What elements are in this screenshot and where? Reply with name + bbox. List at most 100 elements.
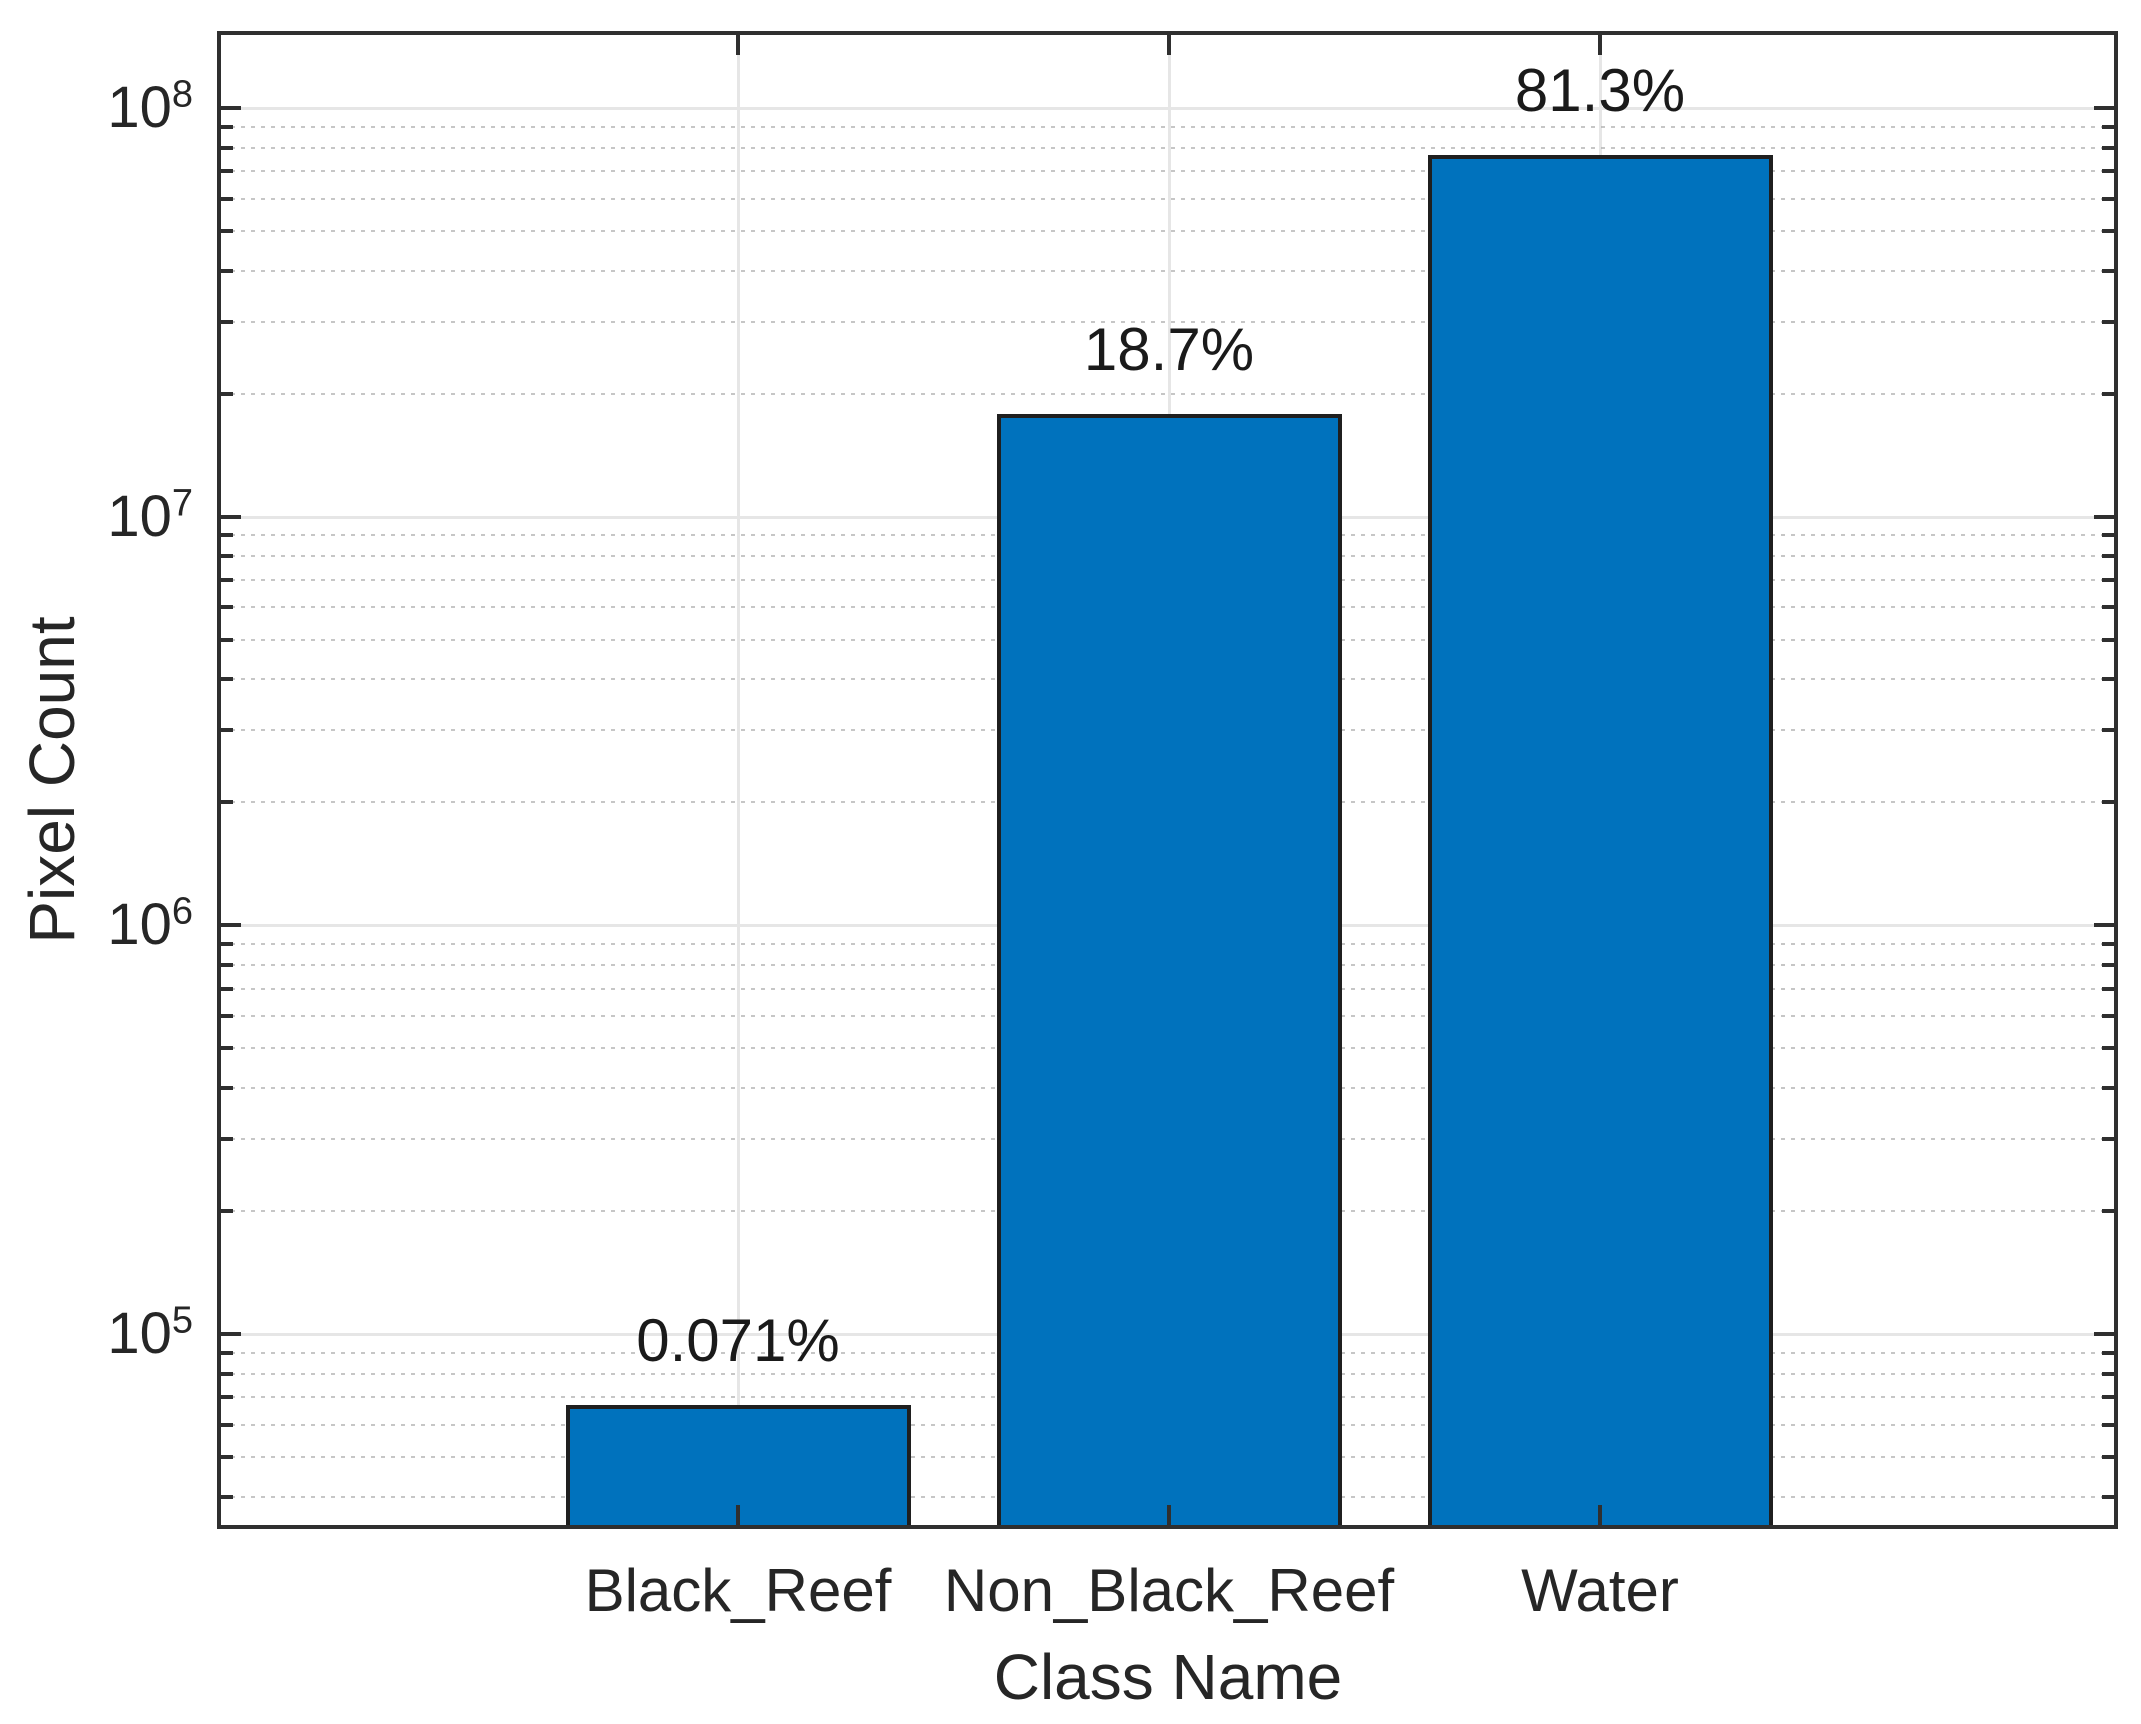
- y-minor-gridline: [221, 392, 2114, 395]
- y-minor-tick-mark: [2102, 1371, 2114, 1376]
- y-minor-gridline: [221, 170, 2114, 173]
- y-tick-label: 107: [107, 482, 193, 549]
- y-major-tick-mark: [2094, 1332, 2114, 1337]
- y-tick-exponent: 7: [171, 482, 193, 525]
- y-minor-tick-mark: [221, 145, 233, 150]
- y-minor-tick-mark: [2102, 1494, 2114, 1499]
- y-minor-tick-mark: [2102, 986, 2114, 991]
- y-minor-tick-mark: [221, 533, 233, 538]
- y-minor-tick-mark: [2102, 1137, 2114, 1142]
- y-minor-tick-mark: [2102, 1455, 2114, 1460]
- y-minor-tick-mark: [221, 963, 233, 968]
- x-tick-label: Water: [1521, 1557, 1679, 1624]
- bar-value-label: 81.3%: [1514, 57, 1686, 124]
- x-tick-mark-top: [1598, 35, 1602, 55]
- y-minor-tick-mark: [221, 1350, 233, 1355]
- y-minor-tick-mark: [221, 1046, 233, 1051]
- y-minor-tick-mark: [2102, 1014, 2114, 1019]
- y-major-tick-mark: [221, 514, 241, 519]
- y-minor-tick-mark: [2102, 319, 2114, 324]
- bar-value-label: 0.071%: [636, 1307, 840, 1374]
- y-minor-tick-mark: [221, 1209, 233, 1214]
- x-gridline: [737, 35, 740, 1525]
- y-minor-tick-mark: [221, 196, 233, 201]
- y-minor-tick-mark: [221, 1494, 233, 1499]
- y-minor-tick-mark: [221, 578, 233, 583]
- x-tick-mark-bottom: [1167, 1505, 1171, 1525]
- y-tick-exponent: 8: [171, 73, 193, 116]
- y-minor-tick-mark: [221, 391, 233, 396]
- bar-non_black_reef: [996, 414, 1342, 1525]
- y-minor-gridline: [221, 230, 2114, 233]
- y-minor-tick-mark: [221, 1371, 233, 1376]
- y-minor-tick-mark: [221, 605, 233, 610]
- y-major-gridline: [221, 107, 2114, 111]
- y-minor-tick-mark: [2102, 1350, 2114, 1355]
- y-minor-gridline: [221, 269, 2114, 272]
- y-minor-tick-mark: [2102, 196, 2114, 201]
- y-minor-tick-mark: [2102, 1046, 2114, 1051]
- y-tick-exponent: 6: [171, 891, 193, 934]
- y-major-tick-mark: [2094, 923, 2114, 928]
- bar-value-label: 18.7%: [1083, 316, 1255, 383]
- y-minor-tick-mark: [2102, 677, 2114, 682]
- y-minor-tick-mark: [2102, 963, 2114, 968]
- x-tick-label: Non_Black_Reef: [943, 1557, 1395, 1624]
- bar-water: [1427, 155, 1773, 1525]
- y-major-tick-mark: [221, 1332, 241, 1337]
- y-minor-tick-mark: [2102, 533, 2114, 538]
- y-minor-gridline: [221, 146, 2114, 149]
- y-minor-tick-mark: [221, 1395, 233, 1400]
- y-minor-tick-mark: [2102, 605, 2114, 610]
- y-tick-label: 105: [107, 1299, 193, 1367]
- x-tick-label: Black_Reef: [584, 1557, 892, 1624]
- y-minor-tick-mark: [2102, 1209, 2114, 1214]
- y-minor-tick-mark: [221, 1086, 233, 1091]
- y-minor-gridline: [221, 197, 2114, 200]
- x-axis-label: Class Name: [993, 1641, 1343, 1713]
- y-minor-tick-mark: [2102, 229, 2114, 234]
- y-minor-tick-mark: [2102, 637, 2114, 642]
- y-minor-tick-mark: [221, 728, 233, 733]
- x-tick-mark-bottom: [1598, 1505, 1602, 1525]
- y-minor-tick-mark: [2102, 1395, 2114, 1400]
- y-minor-tick-mark: [221, 1455, 233, 1460]
- y-minor-tick-mark: [221, 942, 233, 947]
- y-minor-tick-mark: [221, 319, 233, 324]
- y-minor-tick-mark: [221, 169, 233, 174]
- y-minor-tick-mark: [221, 229, 233, 234]
- x-tick-mark-bottom: [736, 1505, 740, 1525]
- y-minor-tick-mark: [2102, 554, 2114, 559]
- y-minor-tick-mark: [221, 986, 233, 991]
- y-minor-tick-mark: [2102, 578, 2114, 583]
- y-minor-tick-mark: [2102, 1422, 2114, 1427]
- y-tick-label: 106: [107, 891, 193, 958]
- y-minor-tick-mark: [221, 1137, 233, 1142]
- y-minor-tick-mark: [2102, 145, 2114, 150]
- y-tick-label: 108: [107, 73, 193, 141]
- y-minor-gridline: [221, 125, 2114, 128]
- y-minor-tick-mark: [221, 268, 233, 273]
- y-minor-tick-mark: [2102, 942, 2114, 947]
- y-minor-tick-mark: [2102, 1086, 2114, 1091]
- y-minor-tick-mark: [221, 554, 233, 559]
- y-minor-tick-mark: [221, 637, 233, 642]
- y-minor-tick-mark: [2102, 169, 2114, 174]
- y-major-tick-mark: [2094, 514, 2114, 519]
- y-major-tick-mark: [221, 923, 241, 928]
- y-minor-tick-mark: [221, 800, 233, 805]
- y-minor-tick-mark: [221, 124, 233, 129]
- y-tick-exponent: 5: [171, 1299, 193, 1342]
- y-minor-tick-mark: [221, 1422, 233, 1427]
- y-minor-tick-mark: [221, 1014, 233, 1019]
- x-tick-mark-top: [1167, 35, 1171, 55]
- x-tick-mark-top: [736, 35, 740, 55]
- y-minor-tick-mark: [2102, 124, 2114, 129]
- y-major-tick-mark: [221, 106, 241, 111]
- y-axis-label: Pixel Count: [16, 616, 88, 944]
- y-minor-tick-mark: [2102, 268, 2114, 273]
- y-minor-tick-mark: [2102, 391, 2114, 396]
- y-minor-gridline: [221, 320, 2114, 323]
- y-major-tick-mark: [2094, 106, 2114, 111]
